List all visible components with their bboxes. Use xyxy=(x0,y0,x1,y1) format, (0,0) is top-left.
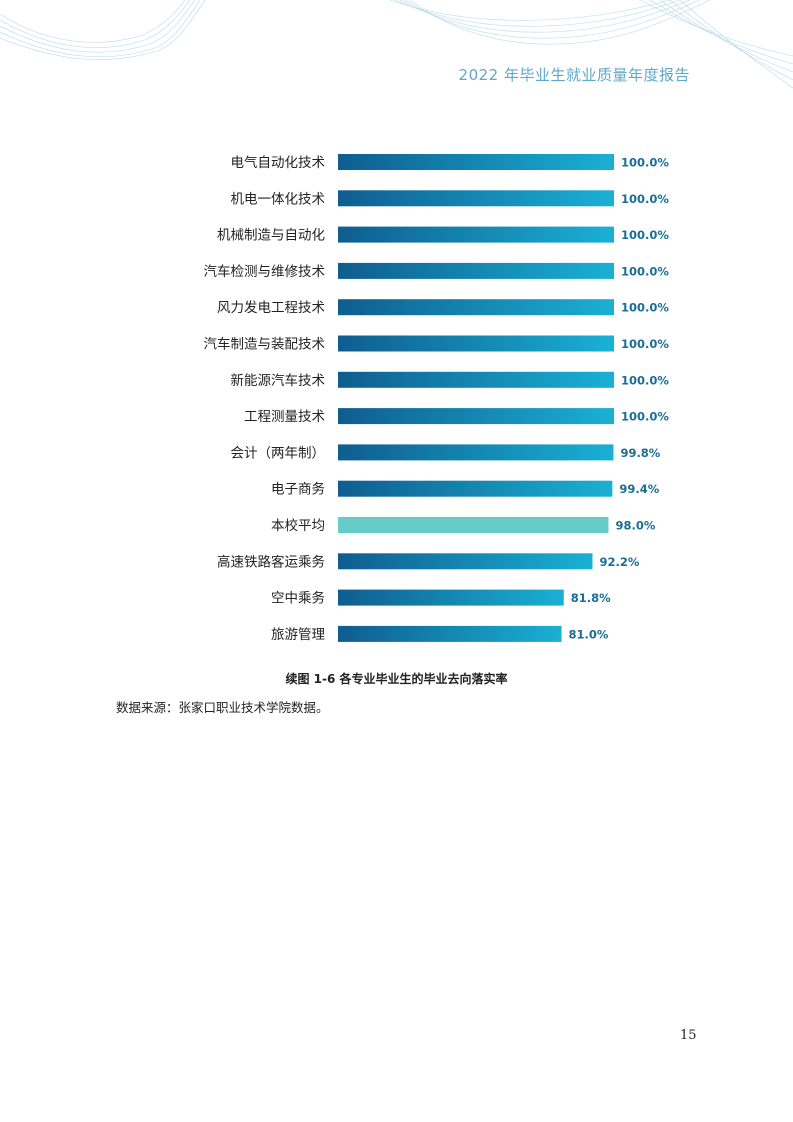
category-label: 汽车制造与装配技术 xyxy=(204,336,326,353)
bar xyxy=(338,480,613,497)
bar-average xyxy=(338,517,609,533)
value-label: 100.0% xyxy=(621,156,669,170)
bar xyxy=(338,226,614,243)
category-label: 机电一体化技术 xyxy=(231,191,326,207)
value-label: 81.0% xyxy=(569,627,609,641)
bar xyxy=(338,190,614,207)
value-label: 100.0% xyxy=(621,301,669,315)
data-source-note: 数据来源：张家口职业技术学院数据。 xyxy=(116,700,329,715)
bar xyxy=(338,408,614,425)
bar xyxy=(338,625,562,642)
category-label: 电气自动化技术 xyxy=(231,155,326,171)
value-label: 92.2% xyxy=(599,555,639,569)
bar xyxy=(338,335,614,352)
bar xyxy=(338,154,614,170)
value-label: 100.0% xyxy=(621,264,669,278)
value-label: 100.0% xyxy=(621,410,669,424)
value-label: 100.0% xyxy=(621,373,669,387)
header-wave-decoration xyxy=(0,0,793,89)
chart-caption: 续图 1-6 各专业毕业生的毕业去向落实率 xyxy=(285,672,508,686)
bar xyxy=(338,371,614,388)
report-title: 2022 年毕业生就业质量年度报告 xyxy=(458,66,690,84)
value-label: 100.0% xyxy=(621,337,669,351)
bar xyxy=(338,553,593,570)
category-label: 工程测量技术 xyxy=(244,409,325,425)
bar xyxy=(338,444,614,461)
value-label: 81.8% xyxy=(571,591,611,605)
value-label: 100.0% xyxy=(621,228,669,242)
category-label: 机械制造与自动化 xyxy=(217,228,325,244)
category-label: 会计（两年制） xyxy=(231,445,326,461)
category-label: 电子商务 xyxy=(271,482,325,498)
category-label: 旅游管理 xyxy=(271,627,325,643)
bar-chart: 电气自动化技术 100.0% 机电一体化技术 100.0% 机械制造与自动化 100.0%… xyxy=(204,154,669,643)
bar xyxy=(338,262,614,279)
category-label: 新能源汽车技术 xyxy=(231,372,326,389)
category-label: 汽车检测与维修技术 xyxy=(204,263,326,280)
value-label: 98.0% xyxy=(615,519,655,533)
category-label: 空中乘务 xyxy=(271,591,325,607)
bar xyxy=(338,299,614,316)
value-label: 100.0% xyxy=(621,192,669,206)
page-number: 15 xyxy=(680,1028,697,1043)
category-label: 风力发电工程技术 xyxy=(217,300,325,316)
value-label: 99.8% xyxy=(620,446,660,460)
bar xyxy=(338,589,564,606)
value-label: 99.4% xyxy=(619,482,659,496)
category-label: 高速铁路客运乘务 xyxy=(217,553,325,570)
category-label: 本校平均 xyxy=(271,517,325,534)
